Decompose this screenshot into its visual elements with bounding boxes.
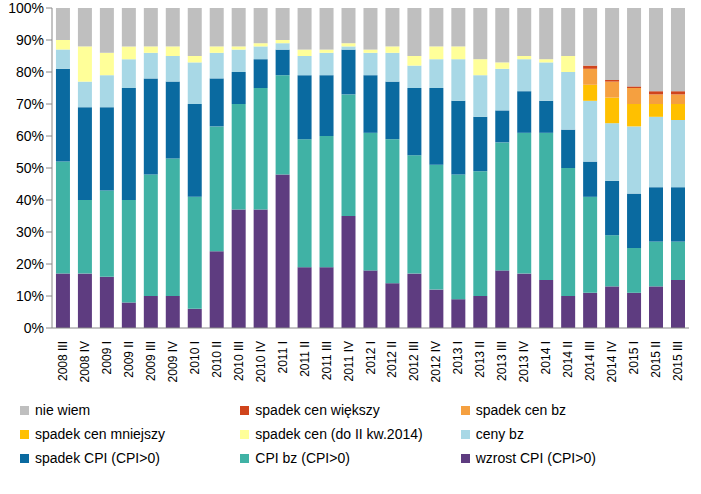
- svg-text:2009 III: 2009 III: [144, 341, 158, 381]
- svg-text:2010 II: 2010 II: [210, 341, 224, 378]
- svg-text:100%: 100%: [8, 0, 44, 16]
- svg-text:2008 III: 2008 III: [56, 341, 70, 381]
- svg-text:2011 III: 2011 III: [320, 341, 334, 380]
- html-text:wzrost CPI (CPI>0): wzrost CPI (CPI>0): [475, 450, 596, 466]
- svg-text:2008 IV: 2008 IV: [78, 341, 92, 382]
- svg-text:10%: 10%: [16, 288, 44, 304]
- svg-text:2009 II: 2009 II: [122, 341, 136, 378]
- html-text:nie wiem: nie wiem: [35, 402, 91, 418]
- html-text:ceny bz: ceny bz: [475, 426, 524, 442]
- svg-text:2012 I: 2012 I: [364, 341, 378, 374]
- svg-text:60%: 60%: [16, 128, 44, 144]
- html-text:spadek cen większy: spadek cen większy: [255, 402, 380, 418]
- html-text:spadek cen bz: spadek cen bz: [475, 402, 566, 418]
- svg-text:2009 IV: 2009 IV: [166, 341, 180, 382]
- svg-text:2013 III: 2013 III: [495, 341, 509, 381]
- svg-text:2011 II: 2011 II: [298, 341, 312, 377]
- svg-text:70%: 70%: [16, 96, 44, 112]
- svg-text:2010 IV: 2010 IV: [254, 341, 268, 382]
- svg-text:2011 I: 2011 I: [276, 341, 290, 373]
- html-text:spadek CPI (CPI>0): spadek CPI (CPI>0): [35, 450, 160, 466]
- svg-text:2009 I: 2009 I: [100, 341, 114, 374]
- svg-text:2015 III: 2015 III: [671, 341, 685, 381]
- svg-text:2014 III: 2014 III: [583, 341, 597, 381]
- svg-text:2011 IV: 2011 IV: [342, 341, 356, 381]
- svg-text:2012 IV: 2012 IV: [429, 341, 443, 382]
- svg-text:2014 I: 2014 I: [539, 341, 553, 374]
- svg-text:2013 II: 2013 II: [473, 341, 487, 378]
- html-text:spadek cen mniejszy: spadek cen mniejszy: [35, 426, 165, 442]
- svg-text:20%: 20%: [16, 256, 44, 272]
- svg-text:0%: 0%: [24, 320, 44, 336]
- svg-text:2010 III: 2010 III: [232, 341, 246, 381]
- svg-text:2013 I: 2013 I: [451, 341, 465, 374]
- html-text:spadek cen (do II kw.2014): spadek cen (do II kw.2014): [255, 426, 423, 442]
- svg-text:2014 II: 2014 II: [561, 341, 575, 378]
- svg-text:2014 IV: 2014 IV: [605, 341, 619, 382]
- svg-text:2012 III: 2012 III: [407, 341, 421, 381]
- svg-text:2010 I: 2010 I: [188, 341, 202, 374]
- svg-text:50%: 50%: [16, 160, 44, 176]
- svg-text:2015 II: 2015 II: [649, 341, 663, 378]
- svg-text:80%: 80%: [16, 64, 44, 80]
- svg-text:30%: 30%: [16, 224, 44, 240]
- svg-text:2013 IV: 2013 IV: [517, 341, 531, 382]
- svg-text:90%: 90%: [16, 32, 44, 48]
- svg-text:40%: 40%: [16, 192, 44, 208]
- svg-text:2015 I: 2015 I: [627, 341, 641, 374]
- html-text:CPI bz (CPI>0): CPI bz (CPI>0): [255, 450, 350, 466]
- svg-text:2012 II: 2012 II: [385, 341, 399, 378]
